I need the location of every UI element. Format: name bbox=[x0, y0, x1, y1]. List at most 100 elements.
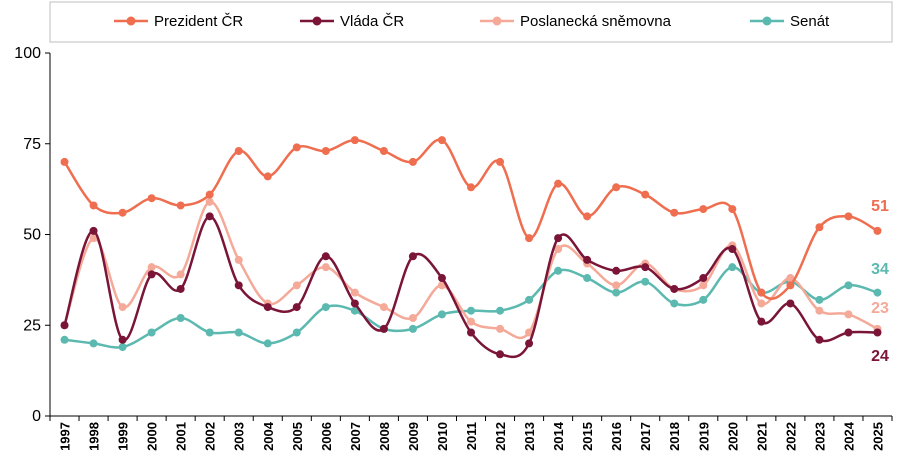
legend-item: Prezident ČR bbox=[114, 13, 243, 30]
data-point bbox=[467, 306, 475, 315]
data-point bbox=[234, 281, 243, 290]
x-tick-label: 2005 bbox=[290, 422, 305, 451]
x-tick-label: 2013 bbox=[522, 422, 537, 451]
x-tick-label: 2017 bbox=[638, 422, 653, 451]
data-point bbox=[292, 303, 301, 312]
x-tick-label: 2025 bbox=[870, 422, 885, 451]
data-point bbox=[263, 172, 272, 181]
data-point bbox=[379, 147, 388, 156]
x-tick-label: 2020 bbox=[725, 422, 740, 451]
data-point bbox=[583, 274, 592, 283]
end-label: 34 bbox=[871, 261, 889, 278]
data-point bbox=[583, 255, 592, 264]
data-point bbox=[525, 234, 534, 243]
data-point bbox=[292, 143, 301, 152]
data-point bbox=[176, 313, 185, 322]
data-point bbox=[873, 226, 882, 235]
x-tick-label: 2015 bbox=[580, 422, 595, 451]
data-point bbox=[612, 183, 621, 192]
x-tick-label: 1998 bbox=[87, 422, 102, 451]
data-point bbox=[321, 303, 330, 312]
axes: 0 25 50 75 100 1997 1998 1999 2000 2001 2002 2003 20… bbox=[14, 45, 893, 451]
data-point bbox=[89, 234, 98, 243]
data-point bbox=[554, 234, 563, 243]
data-point bbox=[786, 281, 795, 290]
data-point bbox=[641, 190, 650, 199]
x-tick-label: 2002 bbox=[203, 422, 218, 451]
x-tick-label: 2009 bbox=[406, 422, 421, 451]
x-tick-label: 2014 bbox=[551, 421, 566, 451]
legend-item: Vláda ČR bbox=[300, 13, 404, 30]
legend-item: Poslanecká sněmovna bbox=[480, 13, 672, 30]
end-label: 51 bbox=[871, 198, 889, 215]
data-point bbox=[670, 284, 679, 293]
data-point bbox=[176, 270, 185, 279]
data-point bbox=[670, 208, 679, 217]
x-tick-label: 1997 bbox=[58, 422, 73, 451]
data-point bbox=[60, 321, 69, 330]
data-point bbox=[844, 328, 853, 337]
legend-swatch-marker bbox=[762, 16, 772, 26]
legend-label: Poslanecká sněmovna bbox=[520, 13, 672, 30]
data-point bbox=[205, 197, 214, 206]
data-point bbox=[467, 183, 475, 192]
data-point bbox=[815, 306, 824, 315]
x-tick-label: 1999 bbox=[116, 422, 131, 451]
data-point bbox=[844, 310, 853, 319]
data-point bbox=[234, 255, 243, 264]
x-tick-label: 2010 bbox=[435, 422, 450, 451]
x-tick-label: 2016 bbox=[609, 422, 624, 451]
data-point bbox=[89, 226, 98, 235]
data-point bbox=[670, 299, 679, 308]
data-point bbox=[641, 263, 650, 272]
data-point bbox=[699, 205, 708, 214]
data-point bbox=[757, 288, 766, 297]
x-tick-label: 2000 bbox=[145, 422, 160, 451]
series-line bbox=[63, 200, 879, 340]
data-point bbox=[815, 295, 824, 304]
data-point bbox=[118, 303, 127, 312]
data-point bbox=[525, 339, 534, 348]
x-tick-label: 2024 bbox=[841, 421, 856, 451]
data-point bbox=[496, 157, 505, 166]
x-tick-label: 2018 bbox=[667, 422, 682, 451]
x-tick-label: 2007 bbox=[348, 422, 363, 451]
data-point bbox=[263, 339, 272, 348]
data-point bbox=[60, 335, 69, 344]
data-point bbox=[321, 147, 330, 156]
data-point bbox=[467, 317, 475, 326]
data-point bbox=[379, 303, 388, 312]
data-point bbox=[437, 136, 446, 145]
data-point bbox=[699, 274, 708, 283]
data-point bbox=[757, 299, 766, 308]
data-point bbox=[234, 147, 243, 156]
legend-swatch-marker bbox=[312, 16, 322, 26]
x-tick-label: 2023 bbox=[812, 422, 827, 451]
x-tick-label: 2022 bbox=[783, 422, 798, 451]
data-point bbox=[612, 281, 621, 290]
legend-item: Senát bbox=[750, 13, 830, 30]
y-tick-label: 25 bbox=[23, 317, 41, 334]
data-point bbox=[408, 157, 417, 166]
data-point bbox=[408, 313, 417, 322]
data-point bbox=[728, 205, 737, 214]
data-point bbox=[699, 295, 708, 304]
data-point bbox=[437, 310, 446, 319]
data-point bbox=[612, 288, 621, 297]
data-point bbox=[786, 274, 795, 283]
x-tick-label: 2021 bbox=[754, 422, 769, 451]
data-point bbox=[641, 277, 650, 286]
data-point bbox=[815, 335, 824, 344]
data-point bbox=[350, 288, 359, 297]
data-point bbox=[292, 281, 301, 290]
series-0 bbox=[60, 136, 882, 300]
x-tick-label: 2006 bbox=[319, 422, 334, 451]
data-point bbox=[873, 288, 882, 297]
data-point bbox=[118, 335, 127, 344]
x-tick-label: 2004 bbox=[261, 421, 276, 451]
data-point bbox=[496, 324, 505, 333]
x-tick-label: 2003 bbox=[232, 422, 247, 451]
data-point bbox=[554, 266, 563, 275]
legend-swatch-marker bbox=[492, 16, 502, 26]
data-point bbox=[757, 317, 766, 326]
